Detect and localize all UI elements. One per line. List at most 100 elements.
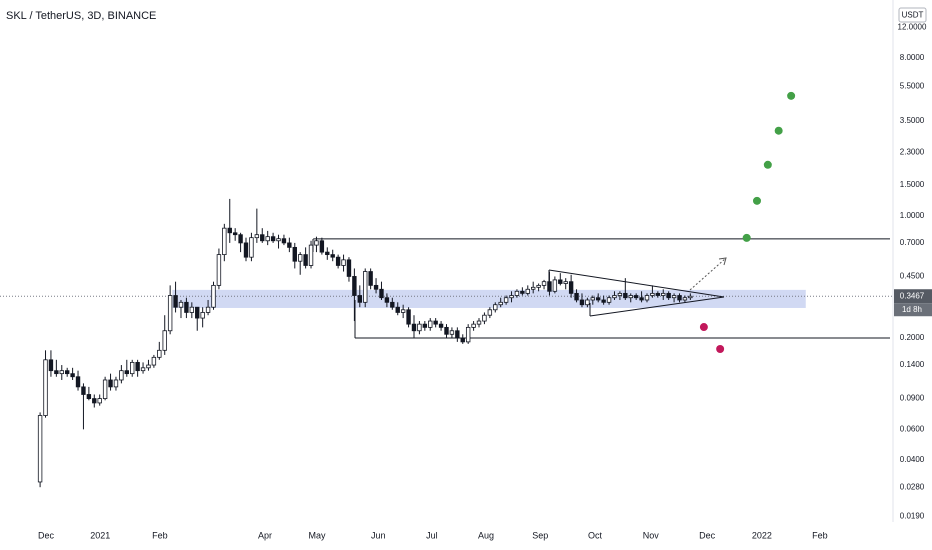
candle-body bbox=[335, 256, 341, 266]
candle-body bbox=[43, 359, 48, 416]
candle-body bbox=[650, 292, 655, 296]
chart-title: SKL / TetherUS, 3D, BINANCE bbox=[6, 10, 156, 22]
candle-body bbox=[585, 299, 590, 306]
candle-body bbox=[319, 240, 325, 253]
candle-body bbox=[552, 279, 558, 292]
candle-body bbox=[406, 309, 411, 325]
candle-body bbox=[54, 370, 59, 375]
candle-body bbox=[682, 297, 688, 301]
y-tick-label: 12.0000 bbox=[898, 22, 927, 31]
candle-body bbox=[260, 234, 265, 242]
candle-body bbox=[243, 242, 249, 258]
y-tick-label: 8.0000 bbox=[900, 53, 925, 62]
candle-body bbox=[379, 288, 384, 299]
triangle-upper bbox=[548, 269, 725, 298]
candle-body bbox=[81, 386, 86, 395]
x-tick-label: Dec bbox=[699, 530, 716, 540]
candle-body bbox=[590, 297, 596, 301]
candle-body bbox=[666, 292, 671, 299]
candle-body bbox=[373, 284, 379, 290]
candle-body bbox=[173, 295, 178, 308]
candle-body bbox=[530, 286, 536, 290]
candle-body bbox=[520, 290, 525, 294]
x-tick-label: May bbox=[308, 530, 326, 540]
candle-body bbox=[465, 326, 471, 343]
candle-body bbox=[601, 299, 606, 303]
candle-body bbox=[357, 295, 363, 303]
x-tick-label: Oct bbox=[588, 530, 603, 540]
candle-body bbox=[216, 254, 222, 286]
candle-body bbox=[547, 281, 552, 292]
candle-body bbox=[655, 292, 661, 296]
x-tick-label: Feb bbox=[812, 530, 828, 540]
candle-body bbox=[352, 276, 357, 296]
candle-body bbox=[612, 295, 617, 299]
candle-body bbox=[368, 271, 373, 286]
candle-body bbox=[563, 281, 568, 284]
candle-body bbox=[119, 370, 124, 381]
candle-body bbox=[417, 323, 422, 332]
candle-body bbox=[178, 301, 184, 308]
candle-body bbox=[428, 320, 433, 328]
candle-body bbox=[75, 376, 81, 388]
candle-body bbox=[493, 304, 498, 311]
projection-point bbox=[763, 160, 772, 169]
candle-body bbox=[308, 244, 314, 266]
candle-body bbox=[536, 284, 541, 288]
candle-body bbox=[108, 379, 113, 388]
candle-body bbox=[86, 394, 92, 399]
candle-body bbox=[579, 299, 585, 306]
candle-body bbox=[400, 309, 406, 313]
y-tick-label: 0.0900 bbox=[900, 394, 925, 403]
candle-body bbox=[411, 323, 417, 332]
y-tick-label: 0.0280 bbox=[900, 482, 925, 491]
candle-body bbox=[222, 227, 227, 256]
candle-body bbox=[644, 295, 650, 301]
currency-box[interactable] bbox=[898, 7, 927, 23]
x-tick-label: Sep bbox=[532, 530, 548, 540]
candle-body bbox=[146, 364, 151, 369]
candle-body bbox=[482, 314, 487, 322]
candle-body bbox=[297, 254, 303, 262]
candle-body bbox=[514, 290, 520, 296]
candle-body bbox=[124, 370, 129, 375]
current-price-label: 0.3467 bbox=[900, 291, 925, 300]
candle-body bbox=[59, 370, 64, 375]
candle-body bbox=[476, 320, 482, 325]
candle-body bbox=[346, 259, 352, 277]
candle-body bbox=[281, 238, 287, 244]
candle-body bbox=[568, 281, 574, 294]
candle-body bbox=[541, 281, 547, 286]
x-tick-label: Jun bbox=[371, 530, 386, 540]
y-tick-label: 0.7000 bbox=[900, 238, 925, 247]
candle-body bbox=[314, 240, 319, 246]
currency-label[interactable]: USDT bbox=[902, 11, 924, 20]
arrow-head bbox=[718, 257, 727, 266]
candle-body bbox=[162, 330, 167, 351]
x-tick-label: Dec bbox=[38, 530, 55, 540]
projection-point bbox=[699, 323, 708, 332]
candle-body bbox=[623, 292, 628, 299]
candle-body bbox=[509, 295, 514, 299]
candle-body bbox=[211, 284, 216, 308]
y-tick-label: 5.5000 bbox=[900, 82, 925, 91]
x-tick-label: Jul bbox=[426, 530, 438, 540]
x-tick-label: 2021 bbox=[90, 530, 110, 540]
candle-body bbox=[487, 309, 493, 316]
candle-body bbox=[633, 295, 639, 299]
y-tick-label: 1.5000 bbox=[900, 180, 925, 189]
candle-body bbox=[525, 288, 530, 294]
candle-body bbox=[232, 232, 238, 236]
y-tick-label: 0.4500 bbox=[900, 272, 925, 281]
candle-body bbox=[135, 361, 140, 372]
candle-body bbox=[70, 373, 75, 378]
candle-body bbox=[433, 320, 438, 325]
candle-body bbox=[677, 295, 682, 301]
candle-body bbox=[227, 227, 232, 234]
triangle-lower bbox=[589, 296, 725, 317]
candle-body bbox=[48, 359, 54, 372]
y-tick-label: 18.0000 bbox=[898, 0, 927, 1]
candle-body bbox=[606, 297, 612, 303]
